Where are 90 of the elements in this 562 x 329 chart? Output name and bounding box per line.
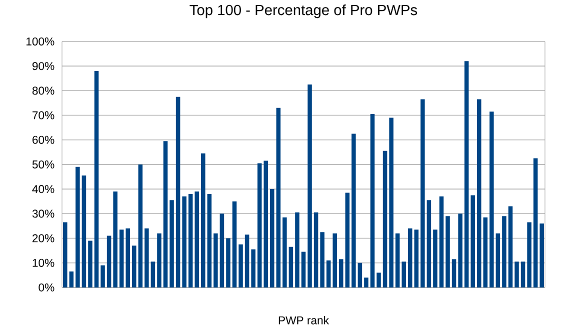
y-tick-label: 20% bbox=[32, 234, 54, 242]
bar bbox=[69, 271, 74, 288]
bar bbox=[452, 258, 456, 288]
bar bbox=[295, 212, 300, 288]
chart-title: Top 100 - Percentage of Pro PWPs bbox=[190, 4, 418, 18]
bar bbox=[257, 163, 262, 288]
bar bbox=[408, 228, 412, 288]
bar bbox=[433, 229, 438, 288]
bar bbox=[188, 194, 193, 288]
bar bbox=[332, 233, 337, 288]
bar bbox=[182, 196, 186, 288]
bar bbox=[113, 191, 118, 288]
bar bbox=[126, 228, 130, 288]
bar bbox=[163, 140, 168, 288]
bar bbox=[264, 160, 268, 288]
bar bbox=[483, 217, 488, 288]
y-tick-label: 50% bbox=[32, 160, 54, 168]
bar bbox=[458, 213, 462, 288]
bar bbox=[288, 246, 294, 288]
bar bbox=[94, 70, 99, 288]
bar bbox=[496, 233, 500, 288]
bar bbox=[170, 200, 174, 288]
bar bbox=[464, 60, 469, 288]
bar bbox=[370, 114, 375, 288]
bar bbox=[88, 240, 92, 288]
bar bbox=[220, 213, 224, 288]
bar bbox=[214, 233, 218, 288]
y-tick-label: 40% bbox=[32, 184, 54, 193]
bar bbox=[395, 233, 400, 288]
bar bbox=[502, 216, 506, 288]
bar bbox=[426, 200, 432, 288]
y-tick-label: 80% bbox=[32, 86, 54, 94]
bar bbox=[527, 222, 532, 288]
bar bbox=[508, 206, 513, 288]
bar bbox=[100, 265, 105, 288]
bar bbox=[119, 229, 124, 288]
bar bbox=[301, 252, 306, 288]
bar bbox=[358, 262, 362, 288]
bar bbox=[76, 166, 80, 288]
bar bbox=[490, 111, 494, 288]
bar bbox=[326, 260, 331, 288]
bar bbox=[402, 261, 406, 288]
x-axis-title: PWP rank bbox=[278, 316, 330, 324]
bar bbox=[476, 99, 482, 288]
y-tick-label: 30% bbox=[32, 209, 54, 218]
bar bbox=[533, 158, 538, 288]
bar bbox=[364, 277, 368, 288]
bar bbox=[251, 249, 256, 288]
bar bbox=[150, 261, 156, 288]
bar bbox=[520, 261, 526, 288]
y-tick-label: 0% bbox=[38, 283, 54, 292]
bar bbox=[338, 258, 344, 288]
bar bbox=[132, 245, 136, 288]
bar bbox=[138, 164, 143, 288]
bar bbox=[389, 118, 394, 288]
bar bbox=[282, 217, 287, 288]
bar bbox=[194, 191, 199, 288]
bar bbox=[470, 194, 475, 288]
bar bbox=[345, 192, 350, 288]
bar bbox=[414, 229, 419, 288]
bar bbox=[232, 201, 237, 288]
bar bbox=[320, 232, 324, 288]
bar bbox=[82, 175, 86, 288]
bar bbox=[144, 228, 149, 288]
y-tick-label: 10% bbox=[32, 258, 54, 267]
bar bbox=[106, 236, 112, 288]
bar bbox=[439, 196, 444, 288]
y-tick-label: 90% bbox=[32, 62, 54, 70]
bar bbox=[244, 234, 250, 288]
bar bbox=[270, 188, 274, 288]
bar bbox=[238, 244, 243, 288]
bar bbox=[540, 223, 544, 288]
bar bbox=[420, 99, 425, 288]
y-tick-label: 100% bbox=[26, 37, 54, 46]
bar bbox=[63, 222, 68, 288]
bar bbox=[157, 233, 162, 288]
bar bbox=[308, 84, 312, 288]
bar bbox=[176, 96, 180, 288]
bar bbox=[201, 153, 206, 288]
bar bbox=[352, 133, 356, 288]
bar bbox=[446, 216, 450, 288]
bar bbox=[376, 272, 381, 288]
bar bbox=[314, 212, 318, 288]
bar bbox=[514, 261, 519, 288]
bar bbox=[382, 150, 388, 288]
bar bbox=[207, 194, 212, 288]
bar bbox=[226, 238, 230, 288]
bar bbox=[276, 108, 281, 288]
y-tick-label: 60% bbox=[32, 136, 54, 144]
y-tick-label: 70% bbox=[32, 111, 54, 120]
